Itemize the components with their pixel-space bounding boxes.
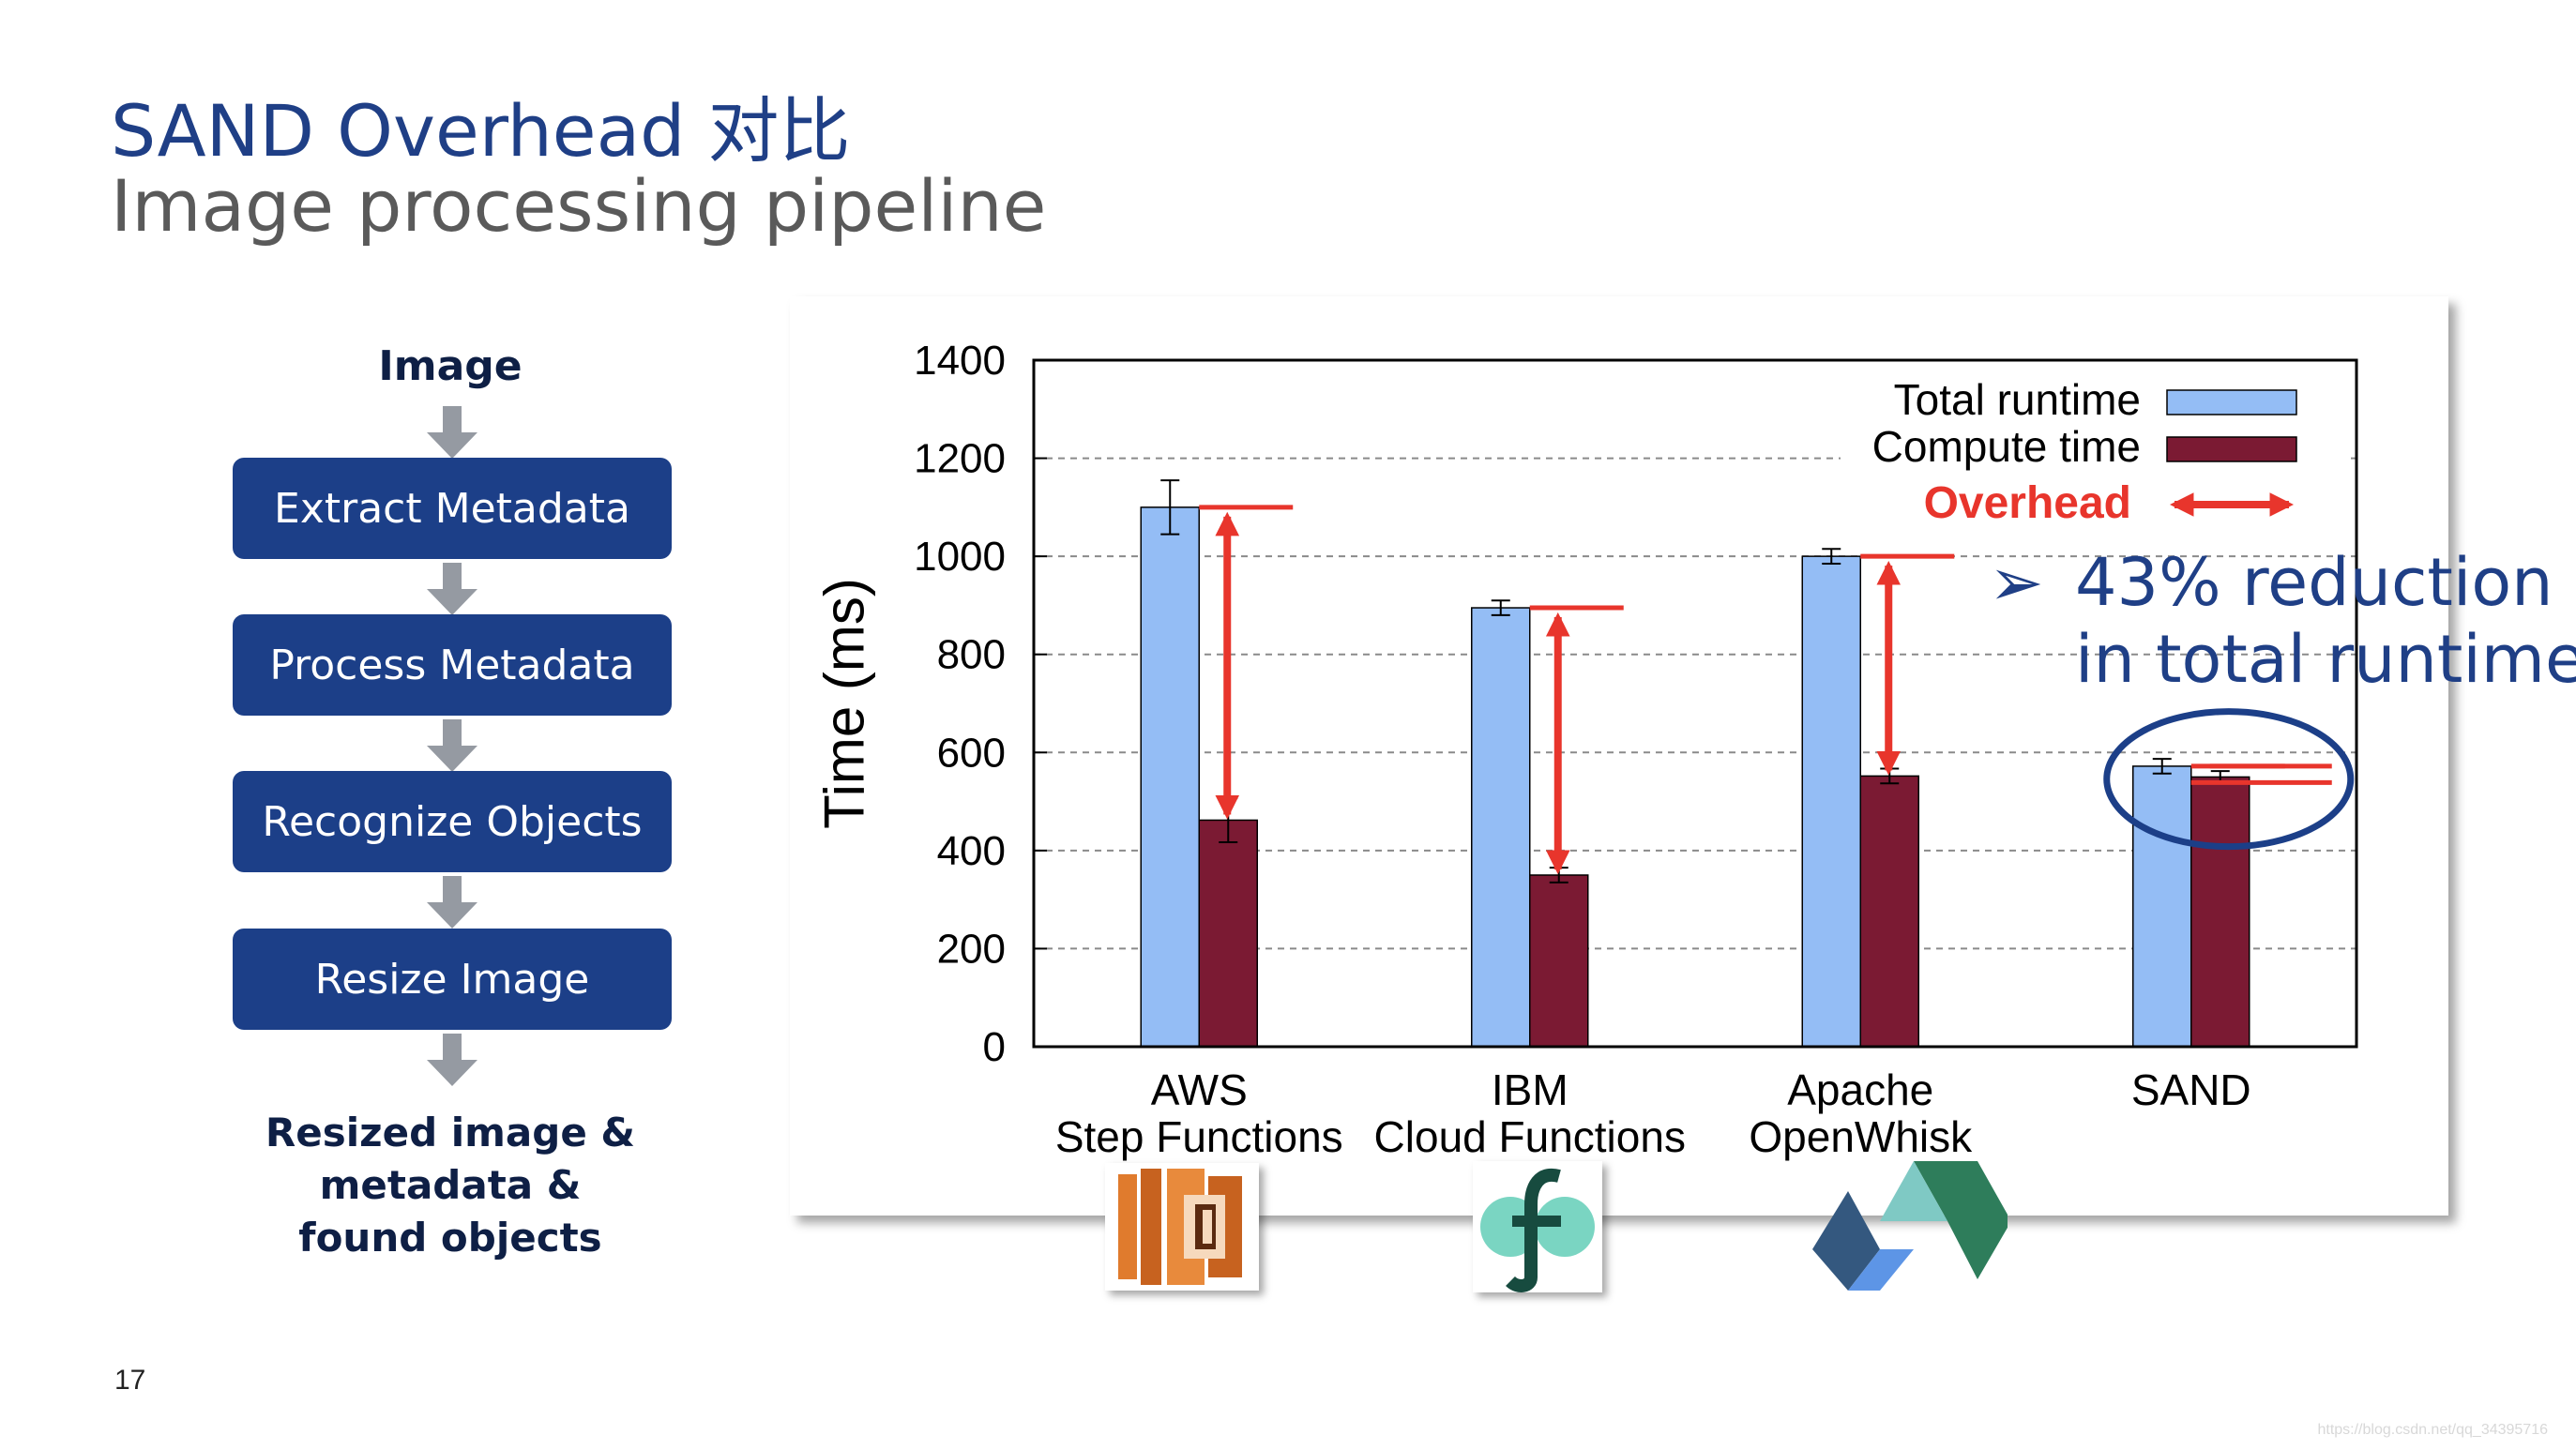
compute-time-bar bbox=[1529, 874, 1589, 1048]
y-tick-label: 1000 bbox=[914, 534, 1006, 580]
x-tick-label: SAND bbox=[2131, 1065, 2251, 1114]
x-tick-label: IBM bbox=[1492, 1065, 1568, 1114]
page-number: 17 bbox=[114, 1365, 146, 1396]
y-axis-label: Time (ms) bbox=[813, 578, 876, 829]
total-runtime-bar bbox=[1801, 555, 1861, 1048]
pipeline-output-line: metadata & bbox=[319, 1162, 582, 1208]
total-runtime-bar bbox=[2132, 765, 2192, 1048]
down-arrow-icon bbox=[427, 719, 477, 772]
y-tick-label: 400 bbox=[937, 828, 1006, 874]
apache-openwhisk-icon bbox=[1812, 1161, 2008, 1291]
annotation-line: in total runtime bbox=[2075, 621, 2576, 698]
compute-time-bar bbox=[1859, 775, 1919, 1048]
reduction-annotation: ➢ 43% reduction in total runtime bbox=[1989, 544, 2576, 698]
x-tick-label: Step Functions bbox=[1055, 1112, 1343, 1161]
pipeline-output-line: Resized image & bbox=[265, 1110, 636, 1155]
compute-time-bar bbox=[1198, 819, 1258, 1048]
aws-step-functions-icon bbox=[1105, 1163, 1259, 1291]
down-arrow-icon bbox=[427, 1034, 477, 1086]
slide-subtitle: Image processing pipeline bbox=[111, 164, 1047, 248]
pipeline-output-line: found objects bbox=[298, 1215, 602, 1261]
down-arrow-icon bbox=[427, 563, 477, 615]
slide-title: SAND Overhead 对比 bbox=[111, 89, 851, 173]
arrow-bullet-icon: ➢ bbox=[1989, 544, 2044, 621]
y-tick-label: 800 bbox=[937, 632, 1006, 678]
y-tick-label: 1200 bbox=[914, 436, 1006, 482]
x-tick-label: Cloud Functions bbox=[1374, 1112, 1686, 1161]
chart-panel: 0 200 400 600 800 1000 1200 1400 Time (ms) AWS Ste… bbox=[790, 296, 2448, 1216]
legend-label-total-runtime: Total runtime bbox=[1894, 375, 2141, 424]
pipeline-input-label: Image bbox=[378, 342, 523, 390]
watermark: https://blog.csdn.net/qq_34395716 bbox=[2317, 1422, 2548, 1438]
runtime-bar-chart: 0 200 400 600 800 1000 1200 1400 Time (ms) AWSSte… bbox=[813, 338, 2358, 1161]
y-tick-label: 600 bbox=[937, 730, 1006, 776]
y-tick-label: 0 bbox=[983, 1024, 1006, 1070]
legend-swatch-total-runtime bbox=[2166, 389, 2297, 415]
total-runtime-bar bbox=[1140, 506, 1200, 1048]
ibm-cloud-functions-icon bbox=[1473, 1161, 1602, 1292]
step-resize-image: Resize Image bbox=[233, 929, 672, 1030]
annotation-line: 43% reduction bbox=[2075, 544, 2553, 621]
plot-frame bbox=[1032, 358, 2358, 1049]
y-tick-label: 200 bbox=[937, 926, 1006, 972]
x-tick-label: AWS bbox=[1151, 1065, 1248, 1114]
legend-swatch-compute-time bbox=[2166, 436, 2297, 462]
step-process-metadata: Process Metadata bbox=[233, 614, 672, 716]
down-arrow-icon bbox=[427, 406, 477, 459]
x-tick-label: Apache bbox=[1787, 1065, 1933, 1114]
pipeline-output-label: Resized image & metadata & found objects bbox=[206, 1107, 694, 1264]
x-tick-label: OpenWhisk bbox=[1749, 1112, 1973, 1161]
step-extract-metadata: Extract Metadata bbox=[233, 458, 672, 559]
step-recognize-objects: Recognize Objects bbox=[233, 771, 672, 872]
y-tick-label: 1400 bbox=[914, 338, 1006, 384]
highlight-circle bbox=[2103, 708, 2355, 851]
legend-label-compute-time: Compute time bbox=[1872, 422, 2141, 471]
compute-time-bar bbox=[2190, 776, 2250, 1048]
total-runtime-bar bbox=[1471, 607, 1531, 1048]
legend-label-overhead: Overhead bbox=[1924, 478, 2131, 528]
down-arrow-icon bbox=[427, 876, 477, 929]
